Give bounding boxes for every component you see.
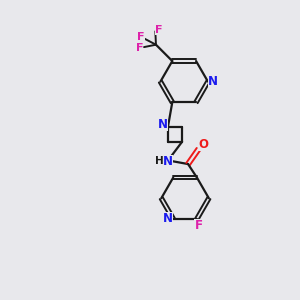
Text: F: F bbox=[136, 43, 143, 53]
Text: N: N bbox=[163, 154, 173, 168]
Text: F: F bbox=[137, 32, 145, 42]
Text: N: N bbox=[208, 75, 218, 88]
Text: N: N bbox=[163, 212, 173, 225]
Text: F: F bbox=[194, 219, 202, 232]
Text: H: H bbox=[155, 156, 164, 166]
Text: N: N bbox=[158, 118, 168, 131]
Text: F: F bbox=[155, 25, 163, 35]
Text: O: O bbox=[198, 138, 208, 151]
